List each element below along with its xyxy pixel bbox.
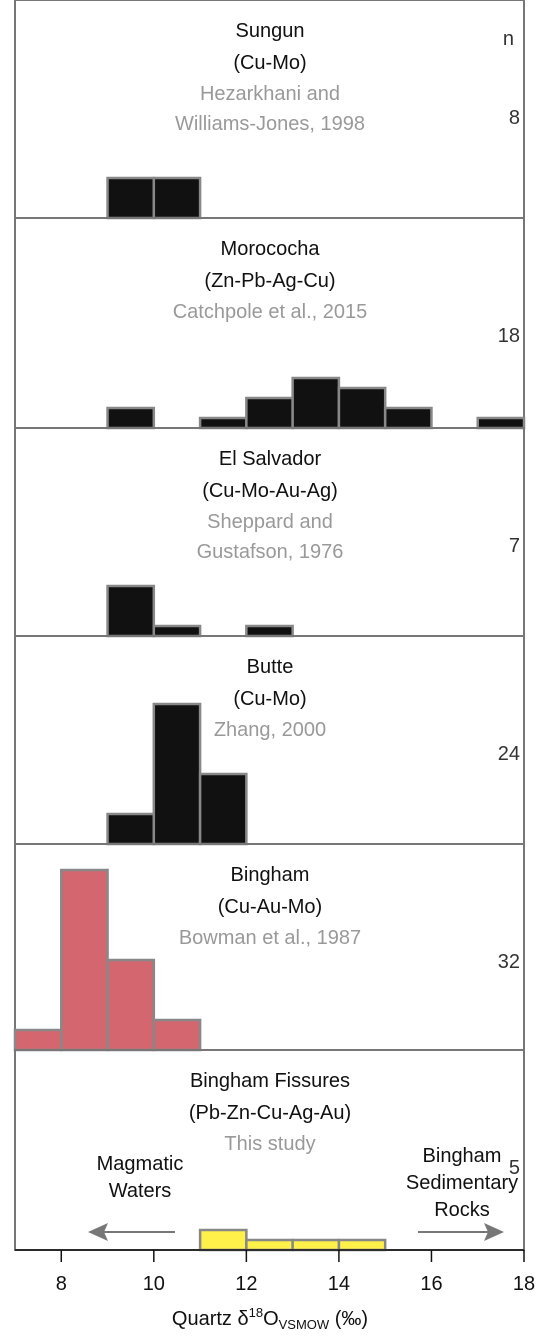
x-label-sub: VSMOW	[279, 1317, 330, 1332]
panel-source: This study	[224, 1133, 315, 1155]
panel-subtitle: (Cu-Mo)	[233, 52, 306, 74]
x-tick-label: 10	[143, 1273, 165, 1295]
bar	[60, 868, 109, 1052]
panel-source: Catchpole et al., 2015	[173, 301, 368, 323]
panel-n: 5	[509, 1157, 520, 1179]
x-label-part: O	[263, 1308, 279, 1330]
panel-source: Zhang, 2000	[214, 719, 326, 741]
panel-subtitle: (Cu-Mo-Au-Ag)	[202, 480, 338, 502]
panel-title: Bingham Fissures	[190, 1070, 350, 1092]
panel-title: El Salvador	[219, 448, 322, 470]
x-label-part: Quartz δ	[172, 1308, 249, 1330]
bar	[337, 1238, 387, 1252]
annotation-text: Bingham	[423, 1145, 502, 1167]
panel-n: 32	[498, 951, 520, 973]
bar	[152, 1018, 202, 1052]
panel-title: Butte	[247, 656, 294, 678]
bar	[152, 702, 202, 846]
bar	[198, 1228, 248, 1252]
annotation-text: Sedimentary	[406, 1172, 518, 1194]
bar	[337, 386, 387, 430]
arrow-head	[484, 1223, 504, 1241]
bar	[106, 812, 156, 846]
bar	[106, 176, 156, 220]
bar	[383, 406, 433, 430]
panel-title: Morococha	[221, 238, 321, 260]
bar	[106, 406, 156, 430]
annotation-text: Waters	[109, 1180, 172, 1202]
panel-subtitle: (Cu-Mo)	[233, 688, 306, 710]
bar	[291, 1238, 341, 1252]
panel-title: Bingham	[231, 864, 310, 886]
panel-n: 18	[498, 325, 520, 347]
bar	[476, 416, 526, 430]
x-label-sup: 18	[249, 1305, 263, 1320]
bar	[245, 624, 294, 638]
bar	[245, 1238, 294, 1252]
x-tick-label: 12	[235, 1273, 257, 1295]
panel-source: Hezarkhani and	[200, 83, 340, 105]
bar	[106, 584, 156, 638]
panel-n: 24	[498, 743, 520, 765]
x-tick-label: 18	[513, 1273, 535, 1295]
bar	[198, 416, 248, 430]
panel-source: Williams-Jones, 1998	[175, 113, 365, 135]
x-tick-label: 14	[328, 1273, 350, 1295]
bar	[152, 176, 202, 220]
panel-n: 7	[509, 535, 520, 557]
bar	[13, 1028, 63, 1052]
panel-source: Sheppard and	[207, 511, 333, 533]
bar	[245, 396, 294, 430]
panel-subtitle: (Cu-Au-Mo)	[218, 896, 322, 918]
panel-source: Gustafson, 1976	[197, 541, 344, 563]
annotation-text: Rocks	[434, 1199, 490, 1221]
panel-title: Sungun	[236, 20, 305, 42]
x-axis-label: Quartz δ18OVSMOW (‰)	[172, 1305, 368, 1332]
bar	[291, 376, 341, 430]
x-tick-label: 16	[420, 1273, 442, 1295]
n-header: n	[503, 28, 514, 50]
panel-n: 8	[509, 107, 520, 129]
bar	[106, 958, 156, 1052]
panel-subtitle: (Pb-Zn-Cu-Ag-Au)	[189, 1102, 351, 1124]
panel-subtitle: (Zn-Pb-Ag-Cu)	[204, 270, 335, 292]
x-label-part: (‰)	[329, 1308, 368, 1330]
bar	[198, 772, 248, 846]
bar	[152, 624, 202, 638]
annotation-text: Magmatic	[97, 1153, 184, 1175]
panel-source: Bowman et al., 1987	[179, 927, 361, 949]
x-tick-label: 8	[56, 1273, 67, 1295]
arrow-head	[88, 1223, 108, 1241]
